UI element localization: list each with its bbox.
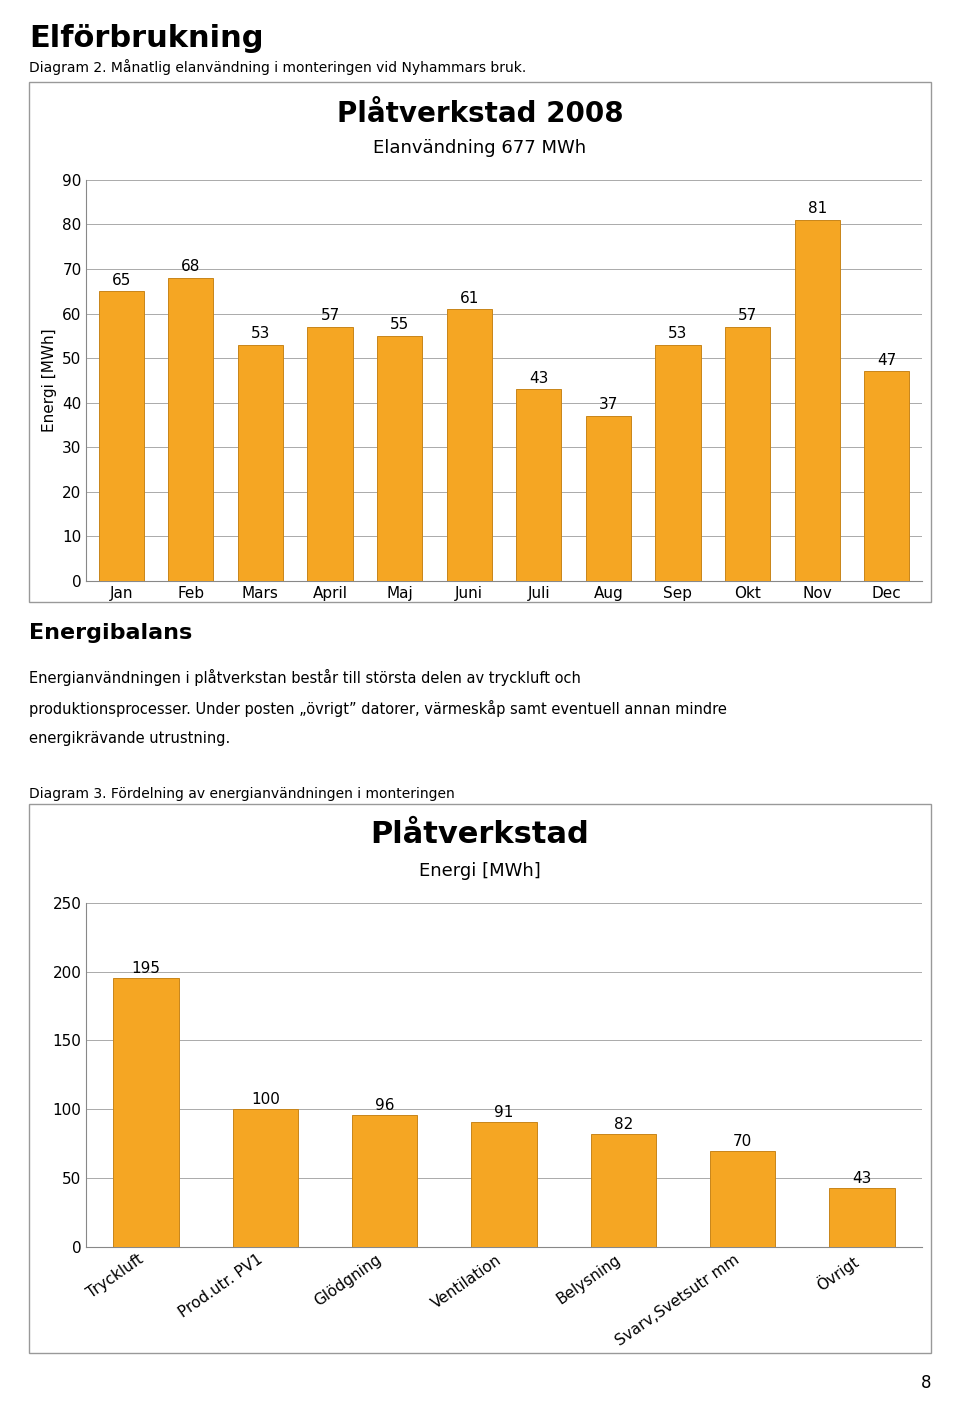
Text: Diagram 2. Månatlig elanvändning i monteringen vid Nyhammars bruk.: Diagram 2. Månatlig elanvändning i monte… xyxy=(29,59,526,75)
Bar xyxy=(377,336,422,581)
Text: 100: 100 xyxy=(251,1092,279,1108)
Text: Energibalans: Energibalans xyxy=(29,623,192,643)
Text: 55: 55 xyxy=(390,318,409,332)
Text: produktionsprocesser. Under posten „övrigt” datorer, värmeskåp samt eventuell an: produktionsprocesser. Under posten „övri… xyxy=(29,700,727,717)
Bar xyxy=(586,416,631,581)
Text: 91: 91 xyxy=(494,1105,514,1119)
Text: 53: 53 xyxy=(251,326,270,342)
Text: 43: 43 xyxy=(529,371,548,385)
Text: 70: 70 xyxy=(733,1133,753,1149)
Bar xyxy=(168,278,213,581)
Bar xyxy=(352,1115,418,1247)
Bar xyxy=(725,326,770,581)
Text: 53: 53 xyxy=(668,326,687,342)
Bar xyxy=(446,309,492,581)
Text: 82: 82 xyxy=(613,1118,633,1132)
Bar xyxy=(590,1135,656,1247)
Bar xyxy=(516,389,562,581)
Text: 65: 65 xyxy=(111,273,131,288)
Bar xyxy=(795,219,840,581)
Text: 81: 81 xyxy=(807,201,827,217)
Text: Elförbrukning: Elförbrukning xyxy=(29,24,263,53)
Bar xyxy=(238,344,283,581)
Text: Energi [MWh]: Energi [MWh] xyxy=(420,862,540,880)
Bar xyxy=(113,979,179,1247)
Bar xyxy=(864,371,909,581)
Bar xyxy=(99,291,144,581)
Text: 57: 57 xyxy=(321,308,340,323)
Text: 195: 195 xyxy=(132,962,160,976)
Bar xyxy=(307,326,352,581)
Text: Plåtverkstad: Plåtverkstad xyxy=(371,820,589,849)
Bar xyxy=(232,1109,299,1247)
Text: Diagram 3. Fördelning av energianvändningen i monteringen: Diagram 3. Fördelning av energianvändnin… xyxy=(29,787,454,801)
Text: 43: 43 xyxy=(852,1171,872,1185)
Y-axis label: Energi [MWh]: Energi [MWh] xyxy=(41,329,57,432)
Text: Energianvändningen i plåtverkstan består till största delen av tryckluft och: Energianvändningen i plåtverkstan består… xyxy=(29,669,581,686)
Text: 8: 8 xyxy=(921,1374,931,1392)
Text: Plåtverkstad 2008: Plåtverkstad 2008 xyxy=(337,100,623,128)
Text: Elanvändning 677 MWh: Elanvändning 677 MWh xyxy=(373,139,587,157)
Text: 47: 47 xyxy=(877,353,897,368)
Text: 68: 68 xyxy=(181,259,201,274)
Bar xyxy=(656,344,701,581)
Text: 96: 96 xyxy=(375,1098,395,1112)
Text: energikrävande utrustning.: energikrävande utrustning. xyxy=(29,731,230,747)
Bar xyxy=(709,1150,776,1247)
Text: 61: 61 xyxy=(460,291,479,305)
Bar xyxy=(471,1122,537,1247)
Text: 57: 57 xyxy=(738,308,757,323)
Text: 37: 37 xyxy=(599,398,618,412)
Bar xyxy=(829,1188,895,1247)
